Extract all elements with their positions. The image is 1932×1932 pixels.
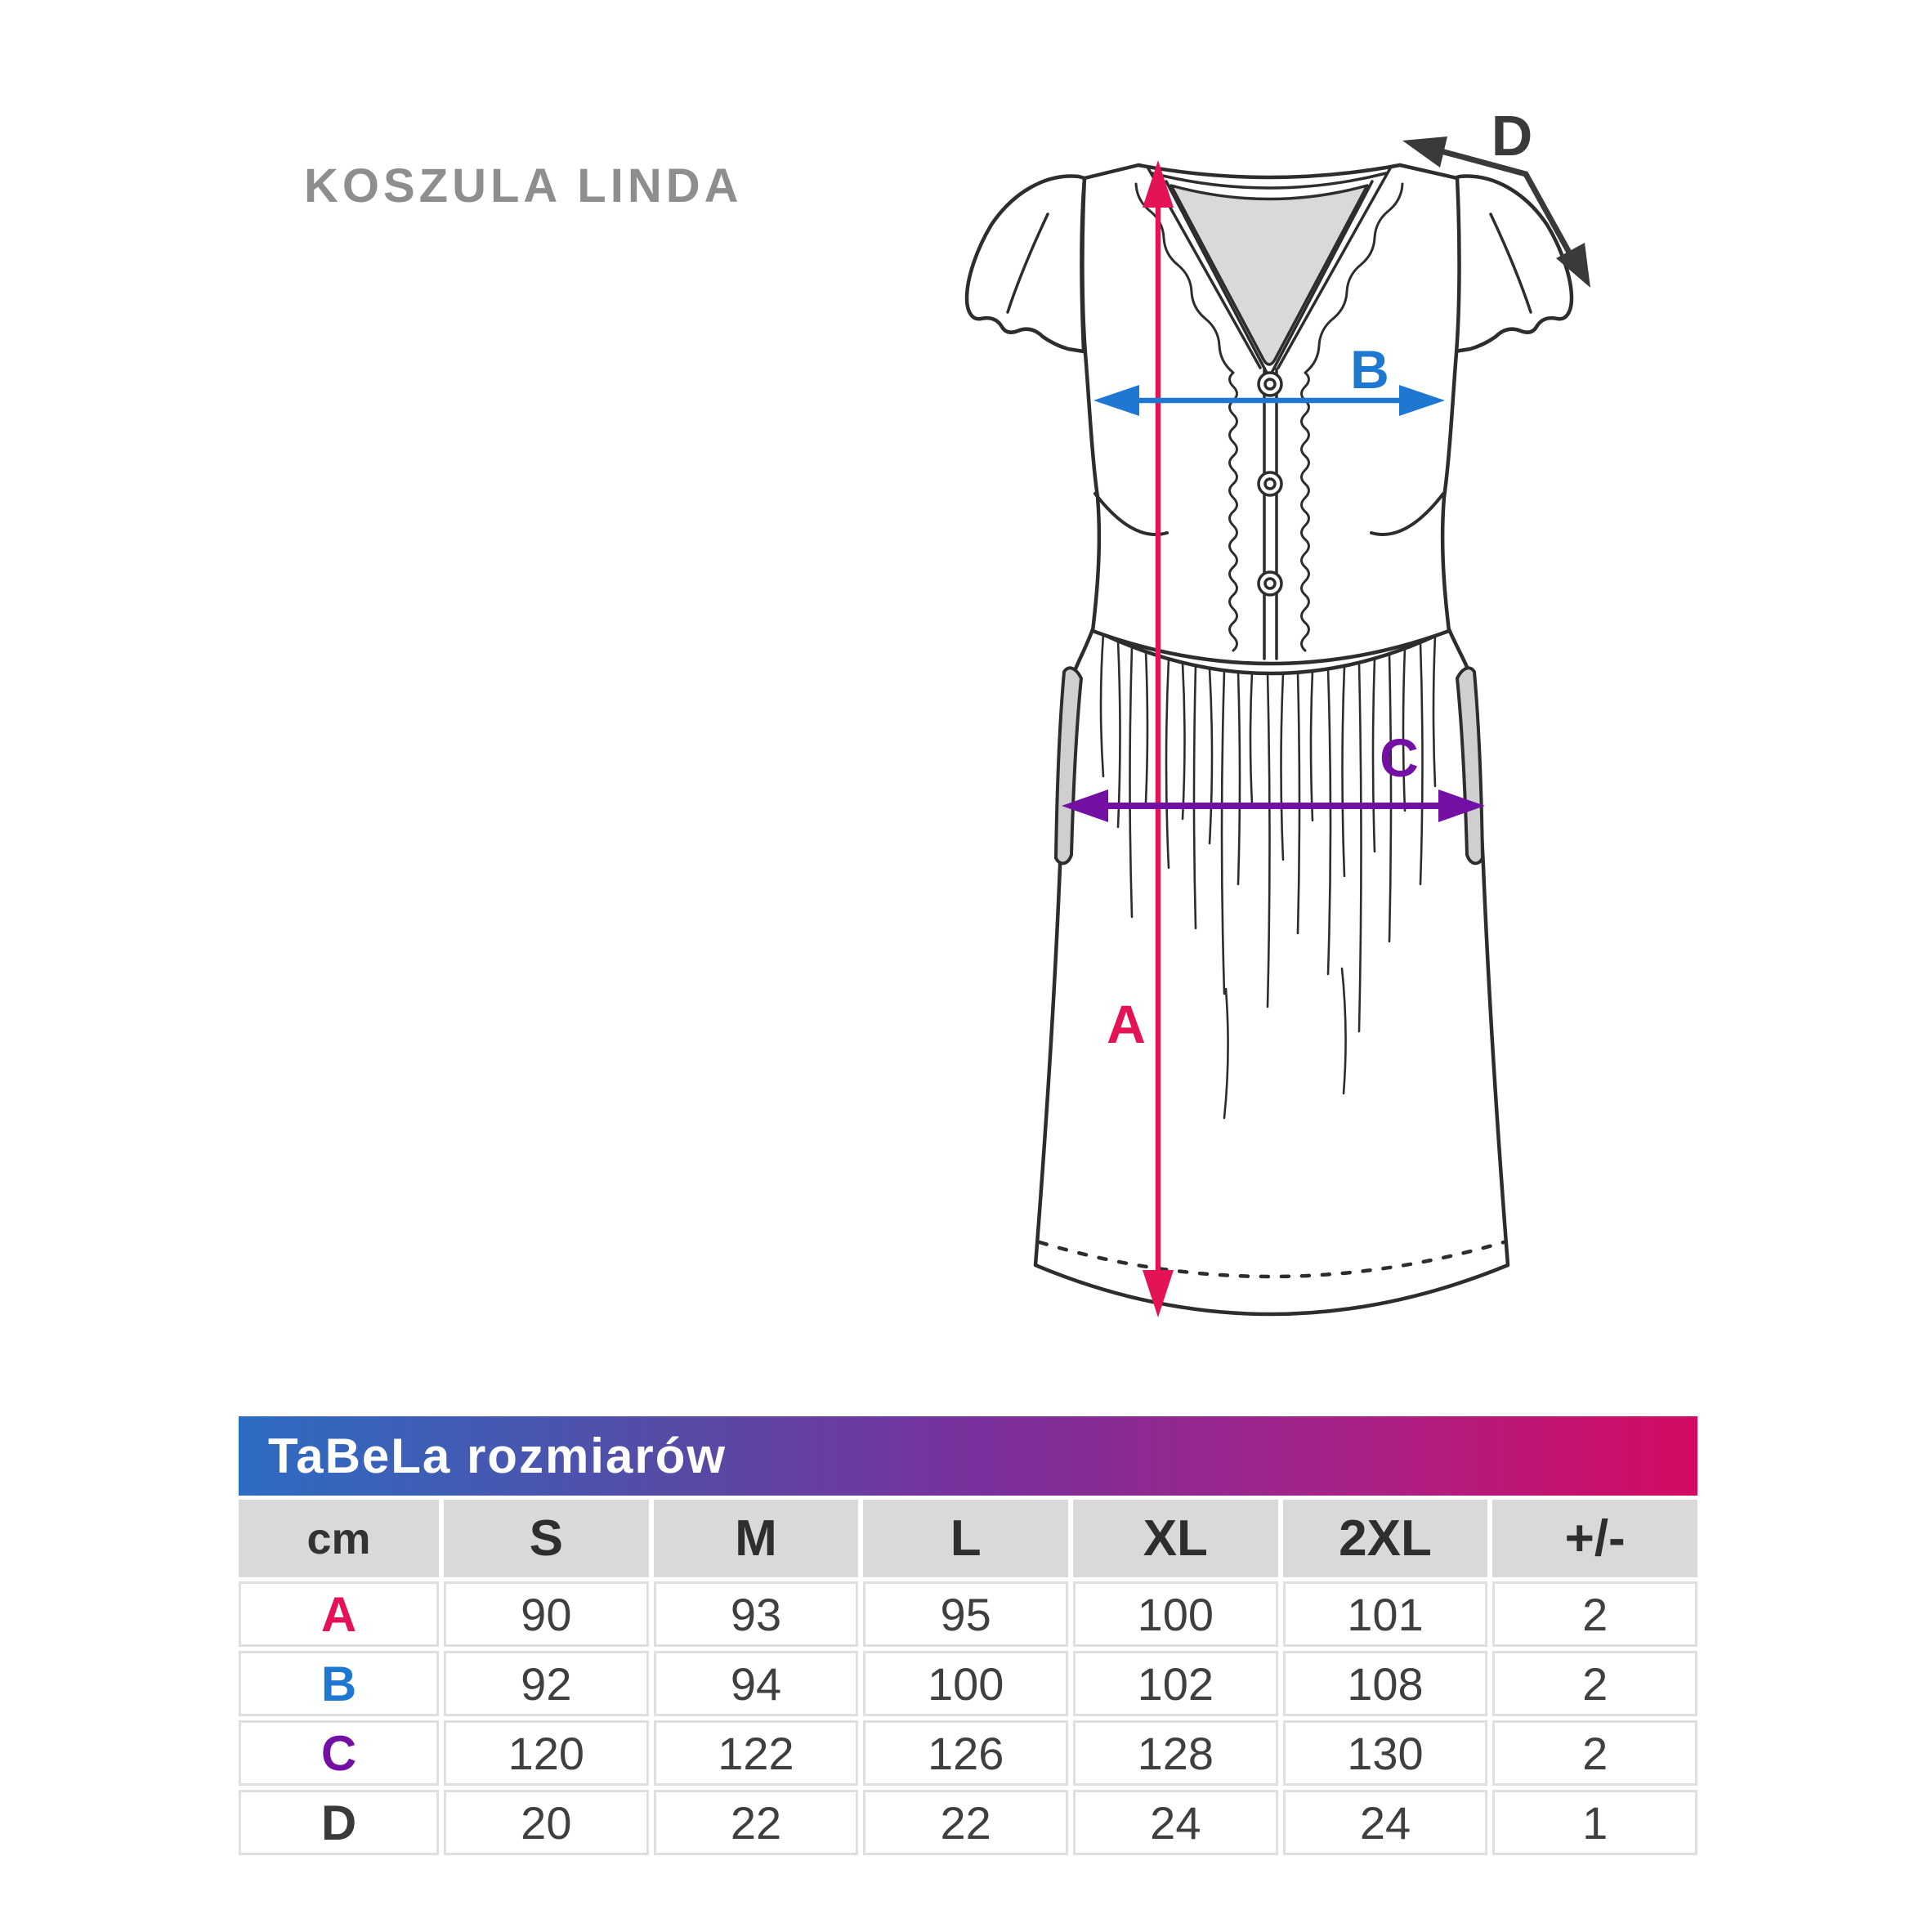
value-B-2xl: 108 bbox=[1282, 1651, 1488, 1716]
measure-label-D: D bbox=[1491, 104, 1533, 168]
size-table-title-bar: TaBeLa rozmiarów bbox=[239, 1416, 1697, 1496]
value-D-tol: 1 bbox=[1492, 1790, 1697, 1855]
size-table: TaBeLa rozmiarów cm S M L XL 2XL +/- A 9… bbox=[239, 1416, 1697, 1855]
value-A-l: 95 bbox=[863, 1581, 1068, 1647]
size-table-title: TaBeLa rozmiarów bbox=[268, 1429, 727, 1483]
pocket-left bbox=[1054, 666, 1083, 865]
pocket-right bbox=[1456, 666, 1484, 865]
measure-arrow-C bbox=[1062, 789, 1485, 822]
lace-edge-right bbox=[1300, 182, 1404, 652]
value-B-xl: 102 bbox=[1073, 1651, 1278, 1716]
size-header-m: M bbox=[653, 1500, 859, 1577]
measure-arrow-A bbox=[1143, 160, 1174, 1317]
placket-buttons bbox=[1257, 371, 1283, 597]
measure-label-A: A bbox=[1107, 994, 1146, 1054]
value-C-m: 122 bbox=[653, 1720, 859, 1786]
v-neck-binding-lines bbox=[1147, 167, 1392, 660]
hem-stitch-dashed-line bbox=[1037, 1240, 1506, 1279]
value-B-tol: 2 bbox=[1492, 1651, 1697, 1716]
size-header-s: S bbox=[444, 1500, 649, 1577]
value-B-s: 92 bbox=[444, 1651, 649, 1716]
size-header-2xl: 2XL bbox=[1282, 1500, 1488, 1577]
value-B-l: 100 bbox=[863, 1651, 1068, 1716]
product-title: KOSZULA LINDA bbox=[304, 159, 743, 212]
value-C-s: 120 bbox=[444, 1720, 649, 1786]
value-C-l: 126 bbox=[863, 1720, 1068, 1786]
skirt-outline bbox=[1033, 627, 1510, 1317]
sleeve-crease-lines bbox=[1006, 212, 1532, 314]
row-label-C: C bbox=[239, 1720, 439, 1786]
bodice-outline bbox=[1080, 163, 1461, 666]
value-B-m: 94 bbox=[653, 1651, 859, 1716]
size-header-xl: XL bbox=[1073, 1500, 1278, 1577]
size-header-tolerance: +/- bbox=[1492, 1500, 1697, 1577]
lace-edge-left bbox=[1134, 182, 1238, 652]
measure-label-C: C bbox=[1380, 727, 1419, 788]
value-C-tol: 2 bbox=[1492, 1720, 1697, 1786]
value-A-tol: 2 bbox=[1492, 1581, 1697, 1647]
value-D-xl: 24 bbox=[1073, 1790, 1278, 1855]
row-label-A: A bbox=[239, 1581, 439, 1647]
neckline-inner-binding bbox=[1151, 172, 1388, 190]
measure-label-B: B bbox=[1350, 339, 1389, 400]
value-A-2xl: 101 bbox=[1282, 1581, 1488, 1647]
value-A-m: 93 bbox=[653, 1581, 859, 1647]
size-table-grid: cm S M L XL 2XL +/- A 90 93 95 100 101 2… bbox=[239, 1500, 1697, 1855]
neck-inset bbox=[1169, 184, 1369, 366]
measure-arrow-B bbox=[1093, 385, 1445, 416]
value-A-xl: 100 bbox=[1073, 1581, 1278, 1647]
row-label-B: B bbox=[239, 1651, 439, 1716]
value-C-xl: 128 bbox=[1073, 1720, 1278, 1786]
value-D-l: 22 bbox=[863, 1790, 1068, 1855]
value-D-2xl: 24 bbox=[1282, 1790, 1488, 1855]
value-D-m: 22 bbox=[653, 1790, 859, 1855]
unit-header-cell: cm bbox=[239, 1500, 439, 1577]
value-D-s: 20 bbox=[444, 1790, 649, 1855]
value-A-s: 90 bbox=[444, 1581, 649, 1647]
row-label-D: D bbox=[239, 1790, 439, 1855]
measure-arrow-D bbox=[1402, 136, 1590, 288]
size-header-l: L bbox=[863, 1500, 1068, 1577]
value-C-2xl: 130 bbox=[1282, 1720, 1488, 1786]
